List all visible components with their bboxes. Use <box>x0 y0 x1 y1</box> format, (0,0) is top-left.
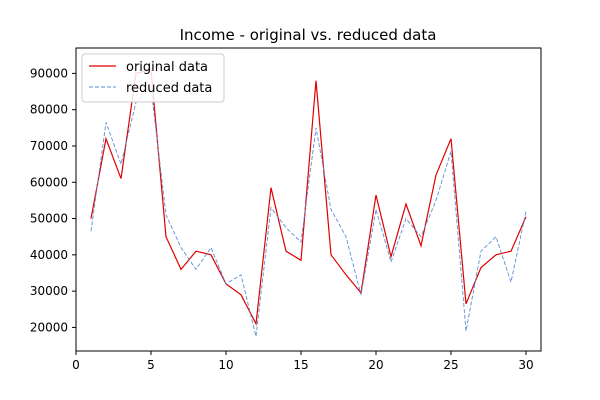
legend-label-original: original data <box>126 60 208 75</box>
series-line-reduced <box>90 86 527 337</box>
x-tick-label: 30 <box>518 358 533 372</box>
y-tick-label: 40000 <box>30 248 68 262</box>
x-tick-label: 15 <box>293 358 308 372</box>
legend-box <box>81 53 225 103</box>
y-tick-label: 80000 <box>30 103 68 117</box>
x-tick-label: 0 <box>72 358 80 372</box>
y-tick-label: 70000 <box>30 139 68 153</box>
y-tick-label: 60000 <box>30 175 68 189</box>
series-line-original <box>90 69 527 326</box>
y-tick-label: 90000 <box>30 66 68 80</box>
x-tick-label: 5 <box>147 358 155 372</box>
legend-label-reduced: reduced data <box>126 81 212 96</box>
y-tick-label: 20000 <box>30 320 68 334</box>
x-tick-label: 20 <box>368 358 383 372</box>
legend: original data reduced data <box>81 53 225 103</box>
y-tick-label: 50000 <box>30 212 68 226</box>
y-axis: 20000 30000 40000 50000 60000 70000 80000 90000 <box>30 66 76 334</box>
series-layer <box>90 69 527 337</box>
x-tick-label: 25 <box>443 358 458 372</box>
chart-title: Income - original vs. reduced data <box>180 26 437 44</box>
plot-frame <box>75 47 542 352</box>
x-axis: 0 5 10 15 20 25 30 <box>72 351 534 372</box>
y-tick-label: 30000 <box>30 284 68 298</box>
x-tick-label: 10 <box>218 358 233 372</box>
